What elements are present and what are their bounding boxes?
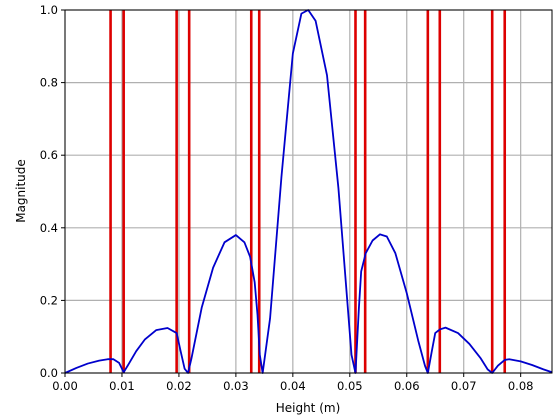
x-tick-label: 0.00 <box>52 379 78 393</box>
y-tick-label: 0.6 <box>40 148 58 162</box>
y-axis-title: Magnitude <box>14 159 28 223</box>
y-tick-label: 0.0 <box>40 366 58 380</box>
red-vertical-lines <box>109 10 507 373</box>
x-tick-label: 0.08 <box>508 379 534 393</box>
magnitude-curve-layer <box>64 9 553 374</box>
x-tick-label: 0.03 <box>223 379 249 393</box>
plot-frame <box>64 9 553 374</box>
y-tick-label: 0.8 <box>40 76 58 90</box>
plot-area <box>65 10 552 373</box>
magnitude-curve <box>64 9 553 374</box>
y-tick-label: 0.4 <box>40 221 58 235</box>
y-tick-label: 0.2 <box>40 293 58 307</box>
y-tick-label: 1.0 <box>40 3 58 17</box>
x-tick-label: 0.02 <box>166 379 192 393</box>
y-axis-ticks: 0.0 0.2 0.4 0.6 0.8 1.0 <box>40 3 65 380</box>
x-tick-label: 0.04 <box>280 379 306 393</box>
x-tick-label: 0.01 <box>109 379 135 393</box>
x-axis-title: Height (m) <box>276 401 341 415</box>
x-tick-label: 0.05 <box>337 379 363 393</box>
x-tick-label: 0.06 <box>394 379 420 393</box>
x-axis-ticks: 0.00 0.01 0.02 0.03 0.04 0.05 0.06 0.07 0.08 <box>52 373 533 393</box>
x-tick-label: 0.07 <box>451 379 477 393</box>
